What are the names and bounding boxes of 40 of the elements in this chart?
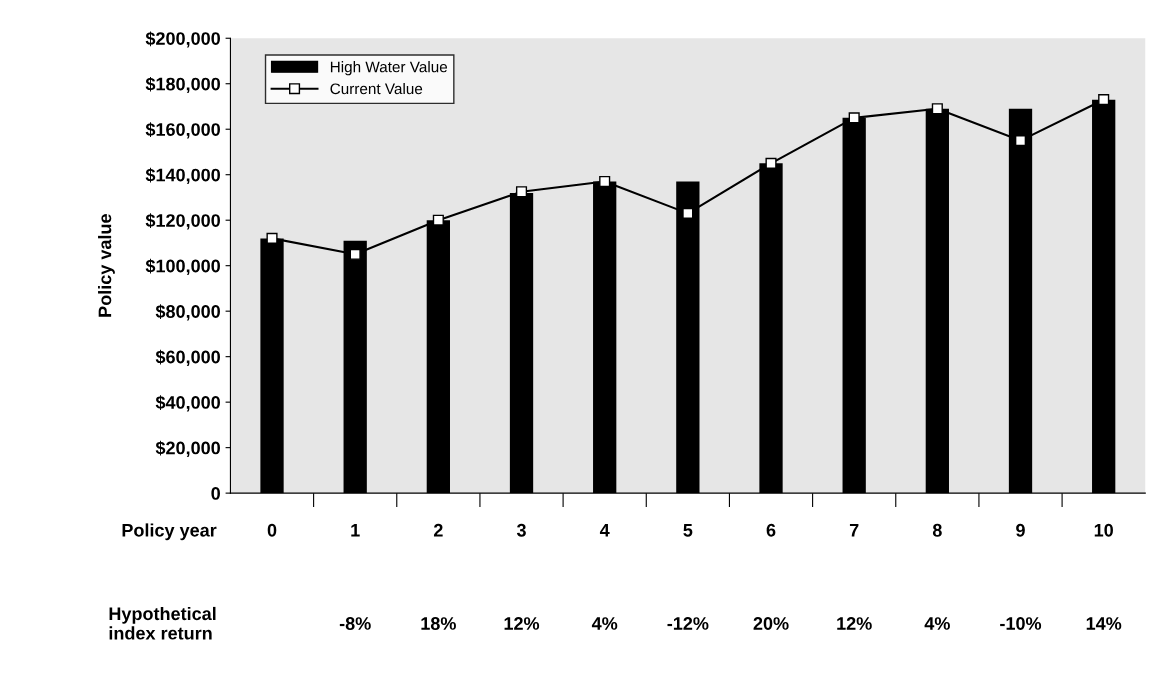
legend-label: High Water Value (330, 61, 448, 76)
y-tick-label: $80,000 (155, 304, 220, 321)
text: -10% (1000, 617, 1042, 630)
text: -8% (339, 617, 371, 630)
y-tick-label: $40,000 (155, 395, 220, 412)
point (266, 232, 278, 244)
text: 18% (421, 617, 456, 630)
text: Hypothetical index return (109, 606, 216, 640)
y-tick-label: $180,000 (145, 76, 220, 94)
x-tick-label: 1 (351, 524, 360, 537)
x-tick-label: 6 (766, 523, 776, 537)
text: 4% (591, 617, 618, 630)
y-tick-label: $20,000 (155, 440, 220, 457)
y-tick-label: $140,000 (145, 167, 220, 185)
text: -12% (667, 617, 709, 630)
x-tick-label: 10 (1094, 523, 1113, 537)
x-tick-label: 3 (516, 523, 526, 537)
x-tick-label: 9 (1016, 523, 1025, 537)
y-tick-label: $160,000 (145, 122, 220, 139)
x-tick-label: 7 (849, 524, 859, 537)
x-tick-label: 5 (683, 524, 693, 537)
y-tick-label: $60,000 (155, 349, 220, 366)
x-tick-label: 4 (599, 524, 610, 537)
x-axis-title: Policy year (122, 523, 217, 541)
text: 20% (753, 617, 789, 630)
y-tick-label: $120,000 (145, 213, 220, 230)
legend-label: Current Value (330, 82, 423, 95)
text: 12% (504, 617, 540, 630)
text: 4% (924, 617, 950, 630)
y-tick-label: $100,000 (145, 258, 220, 276)
point (432, 214, 444, 226)
y-axis-title: Policy value (98, 214, 115, 317)
point (765, 157, 777, 169)
x-tick-label: 0 (267, 523, 277, 537)
text: 12% (837, 617, 872, 630)
x-tick-label: 8 (932, 523, 942, 537)
y-tick-label: $200,000 (145, 31, 220, 48)
text: 14% (1086, 617, 1122, 630)
x-tick-label: 2 (433, 523, 443, 537)
y-tick-label: 0 (211, 487, 220, 500)
